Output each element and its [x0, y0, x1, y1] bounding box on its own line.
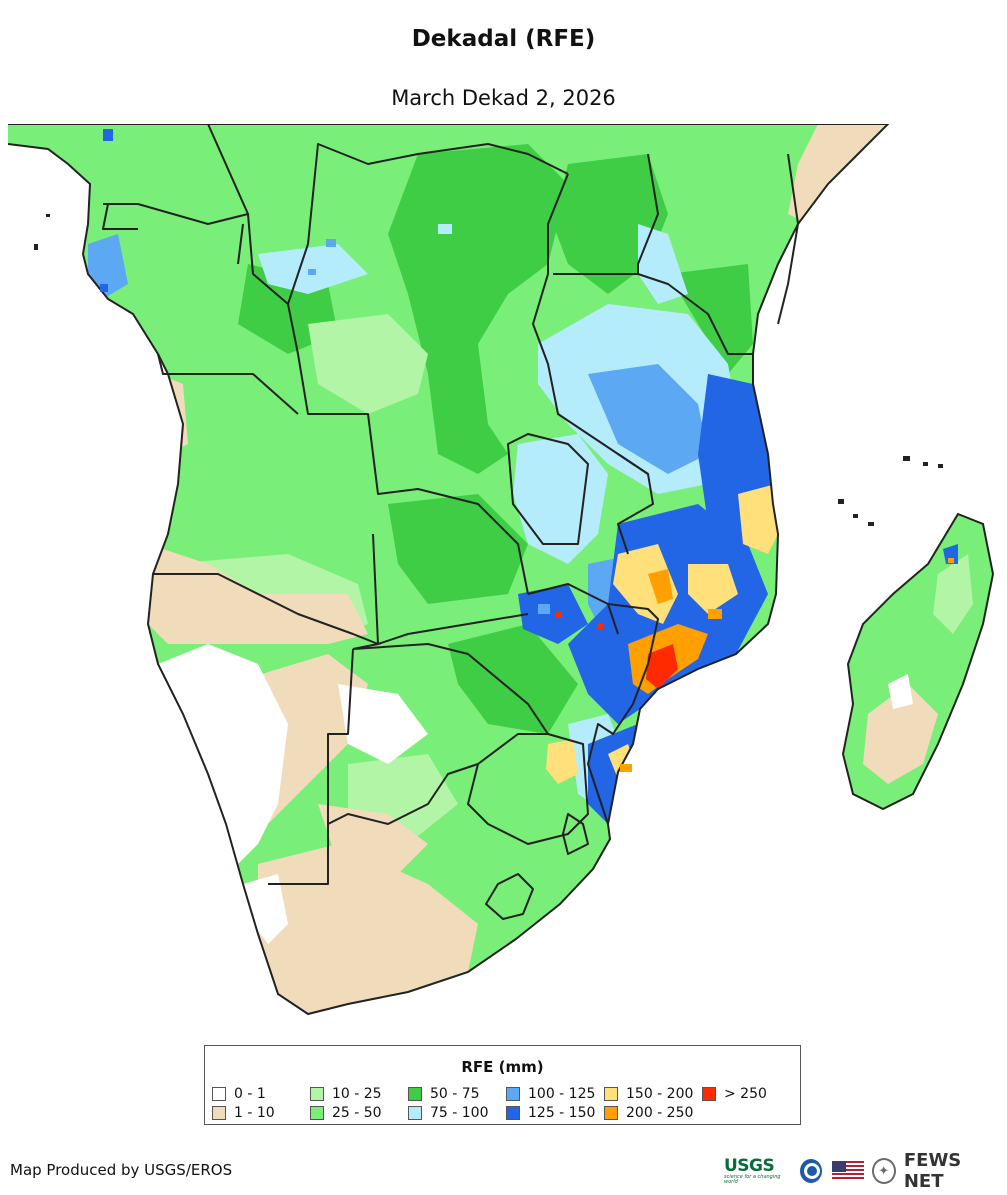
- zone-over-250-coast: [646, 644, 678, 689]
- zone-50-75-central: [388, 144, 568, 474]
- legend-label: 50 - 75: [430, 1085, 480, 1102]
- map-credit: Map Produced by USGS/EROS: [10, 1161, 233, 1179]
- zone-100-125-gabon: [88, 234, 128, 299]
- us-flag-icon: [832, 1161, 864, 1181]
- legend-swatch: [408, 1086, 422, 1101]
- usgs-logo-text: USGS: [724, 1155, 775, 1176]
- legend-item: 10 - 25: [310, 1084, 408, 1103]
- legend-label: 10 - 25: [332, 1085, 382, 1102]
- zone-50-75-zambia: [388, 494, 528, 604]
- legend-items: 0 - 1 1 - 10 10 - 25 25 - 50 50 - 75 75 …: [212, 1084, 802, 1122]
- zone-200-250-inland: [648, 569, 673, 604]
- coastline: [8, 124, 890, 1016]
- legend-label: 150 - 200: [626, 1085, 694, 1102]
- rainfall-speckles: [100, 129, 954, 772]
- noaa-logo-icon: [800, 1159, 823, 1183]
- legend-label: 75 - 100: [430, 1104, 489, 1121]
- legend-label: 200 - 250: [626, 1104, 694, 1121]
- legend-item: 1 - 10: [212, 1103, 310, 1122]
- legend-label: 1 - 10: [234, 1104, 275, 1121]
- map-legend: RFE (mm) 0 - 1 1 - 10 10 - 25 25 - 50 50…: [204, 1045, 801, 1125]
- zone-150-200-moz-central: [613, 544, 678, 624]
- legend-item: 150 - 200: [604, 1084, 702, 1103]
- state-department-seal-icon: ✦: [871, 1158, 896, 1184]
- legend-swatch: [506, 1105, 520, 1120]
- legend-swatch: [310, 1105, 324, 1120]
- legend-item: 200 - 250: [604, 1103, 702, 1122]
- zone-1-10-karoo: [318, 804, 428, 884]
- legend-swatch: [702, 1086, 716, 1101]
- comoros-islands: [34, 214, 943, 526]
- legend-swatch: [212, 1105, 226, 1120]
- agency-logos: USGS science for a changing world ✦ FEWS…: [724, 1150, 999, 1192]
- legend-label: 100 - 125: [528, 1085, 596, 1102]
- country-borders: [102, 124, 799, 920]
- fews-net-logo: FEWS NET: [903, 1150, 962, 1192]
- madagascar: [841, 512, 995, 811]
- legend-item: 25 - 50: [310, 1103, 408, 1122]
- legend-swatch: [604, 1105, 618, 1120]
- rainfall-zones: [88, 124, 888, 1014]
- rainfall-map: [8, 124, 995, 1016]
- zone-0-1-namibia-coast: [158, 644, 288, 864]
- usgs-logo-icon: USGS science for a changing world: [724, 1155, 790, 1185]
- legend-label: 0 - 1: [234, 1085, 266, 1102]
- legend-swatch: [310, 1086, 324, 1101]
- legend-label: 125 - 150: [528, 1104, 596, 1121]
- legend-label: > 250: [724, 1085, 767, 1102]
- zone-150-200-moz-north: [738, 484, 778, 554]
- map-title: Dekadal (RFE): [411, 26, 596, 52]
- zone-50-75-zim: [448, 624, 578, 734]
- legend-swatch: [212, 1086, 226, 1101]
- map-subtitle: March Dekad 2, 2026: [391, 86, 616, 110]
- legend-swatch: [506, 1086, 520, 1101]
- legend-item: 125 - 150: [506, 1103, 604, 1122]
- zone-75-100-kenya: [638, 224, 688, 304]
- legend-item: 75 - 100: [408, 1103, 506, 1122]
- zone-150-200-zim: [546, 739, 578, 784]
- zone-100-125-tanzania: [588, 364, 708, 474]
- legend-item: 100 - 125: [506, 1084, 604, 1103]
- legend-item: > 250: [702, 1084, 800, 1103]
- zone-150-200-moz-inland: [688, 564, 738, 614]
- zone-125-150-zambia: [518, 584, 588, 644]
- zone-10-25-drc: [308, 314, 428, 414]
- legend-label: 25 - 50: [332, 1104, 382, 1121]
- zone-0-1-kalahari: [338, 684, 428, 764]
- usgs-tagline: science for a changing world: [724, 1173, 781, 1185]
- legend-swatch: [408, 1105, 422, 1120]
- legend-title: RFE (mm): [461, 1058, 544, 1076]
- legend-item: 0 - 1: [212, 1084, 310, 1103]
- legend-item: 50 - 75: [408, 1084, 506, 1103]
- zone-0-1-south-west: [243, 874, 288, 944]
- legend-swatch: [604, 1086, 618, 1101]
- zone-75-100-zambia: [513, 434, 608, 564]
- zone-1-10-south-africa: [258, 844, 478, 1014]
